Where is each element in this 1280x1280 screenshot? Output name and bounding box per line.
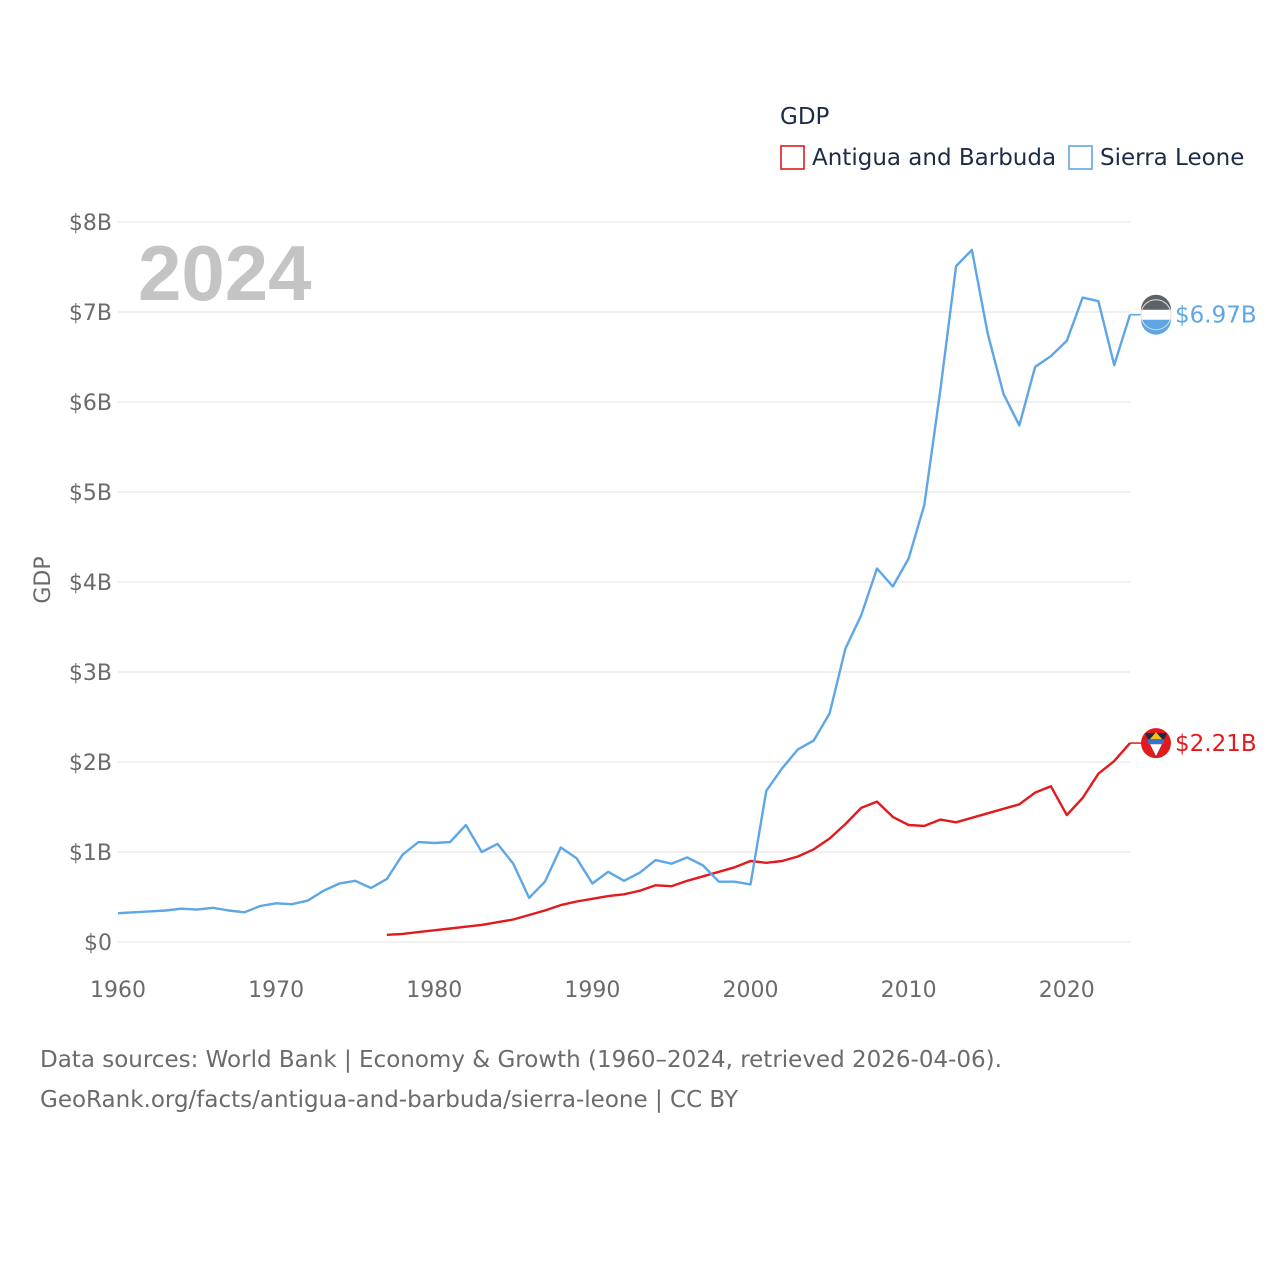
x-tick-label: 1980 [406, 978, 462, 1003]
legend: GDP Antigua and Barbuda Sierra Leone [780, 104, 1244, 171]
end-value-label: $2.21B [1175, 731, 1257, 757]
y-axis-title: GDP [31, 556, 56, 603]
data-sources-text: Data sources: World Bank | Economy & Gro… [40, 1047, 1002, 1073]
footer: Data sources: World Bank | Economy & Gro… [40, 1040, 1002, 1120]
legend-swatch[interactable] [780, 145, 805, 170]
antigua-and-barbuda-flag-icon [1141, 728, 1171, 759]
legend-item-label[interactable]: Antigua and Barbuda [812, 145, 1056, 171]
legend-item-label[interactable]: Sierra Leone [1100, 145, 1244, 171]
sierra-leone-flag-icon [1140, 294, 1172, 335]
source-link[interactable]: GeoRank.org/facts/antigua-and-barbuda/si… [40, 1087, 739, 1113]
end-value-label: $6.97B [1175, 303, 1257, 329]
legend-title: GDP [780, 104, 830, 130]
x-tick-label: 1990 [564, 978, 620, 1003]
x-tick-label: 2010 [881, 978, 937, 1003]
x-axis-ticks: 1960 1970 1980 1990 2000 2010 2020 [90, 978, 1095, 1003]
end-markers: $2.21B $6.97B [1130, 294, 1257, 759]
y-tick-label: $0 [84, 931, 112, 956]
legend-swatch[interactable] [1068, 145, 1093, 170]
y-tick-label: $6B [69, 391, 112, 416]
y-tick-label: $1B [69, 841, 112, 866]
x-tick-label: 1970 [248, 978, 304, 1003]
x-tick-label: 1960 [90, 978, 146, 1003]
y-tick-label: $5B [69, 481, 112, 506]
y-tick-label: $2B [69, 751, 112, 776]
gridlines [118, 221, 1130, 943]
y-tick-label: $3B [69, 661, 112, 686]
series-line-0 [386, 742, 1131, 936]
y-tick-label: $8B [69, 211, 112, 236]
y-tick-label: $4B [69, 571, 112, 596]
series-lines [117, 248, 1132, 936]
x-tick-label: 2000 [723, 978, 779, 1003]
y-tick-label: $7B [69, 301, 112, 326]
year-watermark: 2024 [138, 229, 312, 317]
series-line-1 [117, 248, 1132, 915]
x-tick-label: 2020 [1039, 978, 1095, 1003]
y-axis-ticks: $0 $1B $2B $3B $4B $5B $6B $7B $8B [69, 211, 112, 956]
